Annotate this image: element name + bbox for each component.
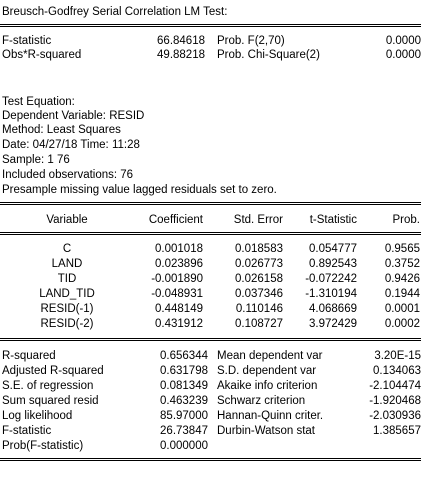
- stat-label: F-statistic: [2, 35, 52, 47]
- summary-value: 0.081349: [160, 380, 208, 392]
- prob-value: 0.0000: [385, 35, 421, 47]
- divider: [0, 338, 421, 341]
- summary-label: Sum squared resid: [2, 395, 99, 407]
- stat-label: Obs*R-squared: [2, 49, 82, 61]
- row-variable: RESID(-1): [40, 303, 94, 315]
- divider: [0, 232, 421, 235]
- summary-value: 0.134063: [373, 365, 421, 377]
- divider: [0, 24, 421, 27]
- info-line: Presample missing value lagged residuals…: [2, 184, 277, 196]
- row-coefficient: -0.048931: [151, 288, 203, 300]
- prob-label: Prob. F(2,70): [217, 35, 285, 47]
- row-prob: 0.1944: [384, 288, 420, 300]
- info-line: Dependent Variable: RESID: [2, 110, 145, 122]
- row-prob: 0.3752: [384, 258, 420, 270]
- header-prob: Prob.: [392, 214, 421, 226]
- row-t-statistic: -1.310194: [305, 288, 357, 300]
- info-line: Method: Least Squares: [2, 124, 121, 136]
- summary-label: Akaike info criterion: [217, 380, 318, 392]
- row-variable: TID: [57, 273, 77, 285]
- summary-label: R-squared: [2, 350, 56, 362]
- row-std-error: 0.037346: [235, 288, 283, 300]
- summary-value: 0.656344: [160, 350, 208, 362]
- summary-value: -1.920468: [369, 395, 421, 407]
- header-coefficient: Coefficient: [148, 214, 203, 226]
- summary-value: 26.73847: [160, 425, 208, 437]
- row-t-statistic: 0.892543: [309, 258, 357, 270]
- test-title: Breusch-Godfrey Serial Correlation LM Te…: [2, 6, 228, 18]
- summary-value: 1.385657: [373, 425, 421, 437]
- row-coefficient: 0.023896: [155, 258, 203, 270]
- row-coefficient: 0.001018: [155, 243, 203, 255]
- prob-label: Prob. Chi-Square(2): [217, 49, 320, 61]
- summary-value: -2.030936: [369, 410, 421, 422]
- info-line: Included observations: 76: [2, 169, 134, 181]
- row-variable: RESID(-2): [40, 318, 94, 330]
- header-variable: Variable: [46, 214, 88, 226]
- summary-value: 85.97000: [160, 410, 208, 422]
- summary-value: -2.104474: [369, 380, 421, 392]
- row-coefficient: 0.448149: [155, 303, 203, 315]
- divider: [0, 458, 421, 461]
- summary-label: F-statistic: [2, 425, 52, 437]
- row-variable: C: [62, 243, 72, 255]
- header-std-error: Std. Error: [233, 214, 283, 226]
- row-t-statistic: 0.054777: [309, 243, 357, 255]
- summary-label: Mean dependent var: [217, 350, 323, 362]
- row-prob: 0.0002: [384, 318, 420, 330]
- row-std-error: 0.108727: [235, 318, 283, 330]
- row-prob: 0.0001: [384, 303, 420, 315]
- summary-label: Durbin-Watson stat: [217, 425, 315, 437]
- row-variable: LAND_TID: [39, 288, 95, 300]
- info-line: Date: 04/27/18 Time: 11:28: [2, 139, 140, 151]
- summary-label: Adjusted R-squared: [2, 365, 104, 377]
- row-coefficient: -0.001890: [151, 273, 203, 285]
- summary-value: 0.463239: [160, 395, 208, 407]
- header-t-statistic: t-Statistic: [309, 214, 357, 226]
- row-t-statistic: -0.072242: [305, 273, 357, 285]
- row-prob: 0.9426: [384, 273, 420, 285]
- row-std-error: 0.026158: [235, 273, 283, 285]
- summary-value: 0.631798: [160, 365, 208, 377]
- summary-value: 0.000000: [160, 440, 208, 452]
- summary-value: 3.20E-15: [374, 350, 421, 362]
- info-line: Sample: 1 76: [2, 154, 70, 166]
- row-variable: LAND: [51, 258, 83, 270]
- summary-label: Prob(F-statistic): [2, 440, 84, 452]
- summary-label: S.D. dependent var: [217, 365, 317, 377]
- prob-value: 0.0000: [385, 49, 421, 61]
- divider: [0, 202, 421, 205]
- row-t-statistic: 4.068669: [309, 303, 357, 315]
- summary-label: Hannan-Quinn criter.: [217, 410, 324, 422]
- row-std-error: 0.018583: [235, 243, 283, 255]
- stat-value: 66.84618: [157, 35, 205, 47]
- row-t-statistic: 3.972429: [309, 318, 357, 330]
- summary-label: Log likelihood: [2, 410, 73, 422]
- row-std-error: 0.110146: [235, 303, 283, 315]
- row-std-error: 0.026773: [235, 258, 283, 270]
- info-line: Test Equation:: [2, 96, 75, 108]
- summary-label: S.E. of regression: [2, 380, 94, 392]
- row-prob: 0.9565: [384, 243, 420, 255]
- row-coefficient: 0.431912: [155, 318, 203, 330]
- summary-label: Schwarz criterion: [217, 395, 306, 407]
- stat-value: 49.88218: [157, 49, 205, 61]
